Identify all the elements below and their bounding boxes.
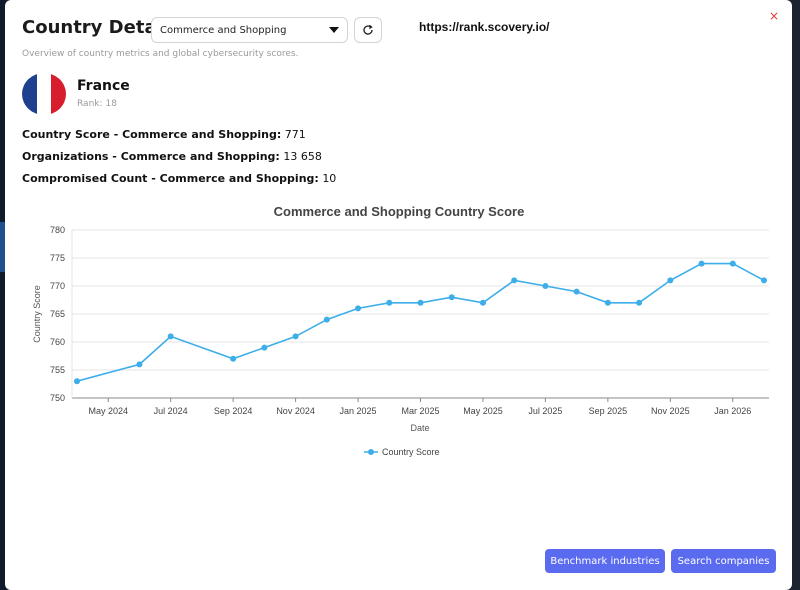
rank-value: 18 bbox=[105, 99, 117, 109]
x-tick-label: Nov 2025 bbox=[651, 406, 690, 416]
data-point[interactable] bbox=[355, 305, 362, 312]
x-tick-label: May 2025 bbox=[463, 406, 503, 416]
data-point[interactable] bbox=[761, 277, 767, 284]
metric-country-score: Country Score - Commerce and Shopping: 7… bbox=[22, 128, 306, 141]
data-point[interactable] bbox=[729, 260, 736, 267]
industry-select-value: Commerce and Shopping bbox=[160, 24, 287, 36]
x-tick-label: Jul 2024 bbox=[154, 406, 188, 416]
data-point[interactable] bbox=[261, 344, 268, 351]
x-tick-label: May 2024 bbox=[88, 406, 128, 416]
refresh-icon bbox=[363, 24, 373, 35]
data-point[interactable] bbox=[136, 361, 143, 368]
country-details-modal: Country Details Commerce and Shopping ht… bbox=[5, 0, 792, 590]
metric-label: Organizations - Commerce and Shopping: bbox=[22, 150, 280, 163]
y-tick-label: 765 bbox=[50, 309, 65, 319]
chart-title: Commerce and Shopping Country Score bbox=[274, 204, 525, 219]
data-point[interactable] bbox=[667, 277, 674, 284]
y-tick-label: 780 bbox=[50, 225, 65, 235]
data-point[interactable] bbox=[230, 355, 237, 362]
y-tick-label: 755 bbox=[50, 365, 65, 375]
industry-select[interactable]: Commerce and Shopping bbox=[151, 17, 348, 43]
benchmark-industries-button[interactable]: Benchmark industries bbox=[545, 549, 665, 573]
y-tick-label: 770 bbox=[50, 281, 65, 291]
x-tick-label: Sep 2025 bbox=[589, 406, 628, 416]
close-icon[interactable]: × bbox=[769, 9, 780, 23]
series-line bbox=[76, 262, 765, 382]
metric-value: 13 658 bbox=[283, 150, 322, 163]
x-tick-label: Jan 2026 bbox=[714, 406, 751, 416]
metric-label: Compromised Count - Commerce and Shoppin… bbox=[22, 172, 319, 185]
country-rank: Rank: 18 bbox=[77, 99, 117, 109]
metric-value: 10 bbox=[322, 172, 337, 185]
data-point[interactable] bbox=[292, 333, 299, 340]
rank-label: Rank: bbox=[77, 99, 103, 109]
data-point[interactable] bbox=[573, 288, 580, 295]
x-tick-label: Sep 2024 bbox=[214, 406, 253, 416]
flag-stripe-white bbox=[36, 73, 52, 115]
chevron-down-icon bbox=[329, 27, 339, 33]
data-point[interactable] bbox=[167, 333, 174, 340]
search-companies-button[interactable]: Search companies bbox=[671, 549, 776, 573]
site-url: https://rank.scovery.io/ bbox=[419, 20, 550, 34]
legend-label: Country Score bbox=[382, 447, 440, 457]
modal-title: Country Details bbox=[22, 17, 180, 38]
y-tick-label: 750 bbox=[50, 393, 65, 403]
country-name: France bbox=[77, 78, 130, 94]
data-point[interactable] bbox=[479, 299, 486, 306]
data-point[interactable] bbox=[323, 316, 330, 323]
france-flag-icon bbox=[22, 73, 66, 115]
country-score-chart: Commerce and Shopping Country Score 750 7… bbox=[32, 204, 769, 457]
data-point[interactable] bbox=[698, 260, 705, 267]
modal-subtitle: Overview of country metrics and global c… bbox=[22, 49, 299, 59]
metric-organizations: Organizations - Commerce and Shopping: 1… bbox=[22, 150, 322, 163]
background-accent bbox=[0, 222, 5, 272]
x-tick-label: Nov 2024 bbox=[276, 406, 315, 416]
flag-stripe-red bbox=[51, 73, 66, 115]
y-axis-label: Country Score bbox=[32, 285, 42, 343]
metric-label: Country Score - Commerce and Shopping: bbox=[22, 128, 282, 141]
data-point[interactable] bbox=[636, 299, 643, 306]
metric-value: 771 bbox=[284, 128, 306, 141]
chart-legend[interactable]: Country Score bbox=[364, 447, 440, 457]
metric-compromised-count: Compromised Count - Commerce and Shoppin… bbox=[22, 172, 336, 185]
data-point[interactable] bbox=[417, 299, 424, 306]
data-point[interactable] bbox=[511, 277, 518, 284]
flag-stripe-blue bbox=[22, 73, 37, 115]
data-point[interactable] bbox=[604, 299, 611, 306]
x-tick-label: Mar 2025 bbox=[401, 406, 439, 416]
y-tick-label: 760 bbox=[50, 337, 65, 347]
data-point[interactable] bbox=[448, 294, 455, 301]
background-strip bbox=[0, 0, 6, 590]
y-tick-label: 775 bbox=[50, 253, 65, 263]
data-point[interactable] bbox=[74, 378, 80, 385]
data-point[interactable] bbox=[386, 299, 393, 306]
x-axis-label: Date bbox=[410, 423, 429, 433]
x-tick-label: Jan 2025 bbox=[340, 406, 377, 416]
x-tick-label: Jul 2025 bbox=[528, 406, 562, 416]
refresh-button[interactable] bbox=[354, 17, 382, 43]
data-point[interactable] bbox=[542, 283, 549, 289]
legend-marker-icon bbox=[368, 449, 374, 455]
